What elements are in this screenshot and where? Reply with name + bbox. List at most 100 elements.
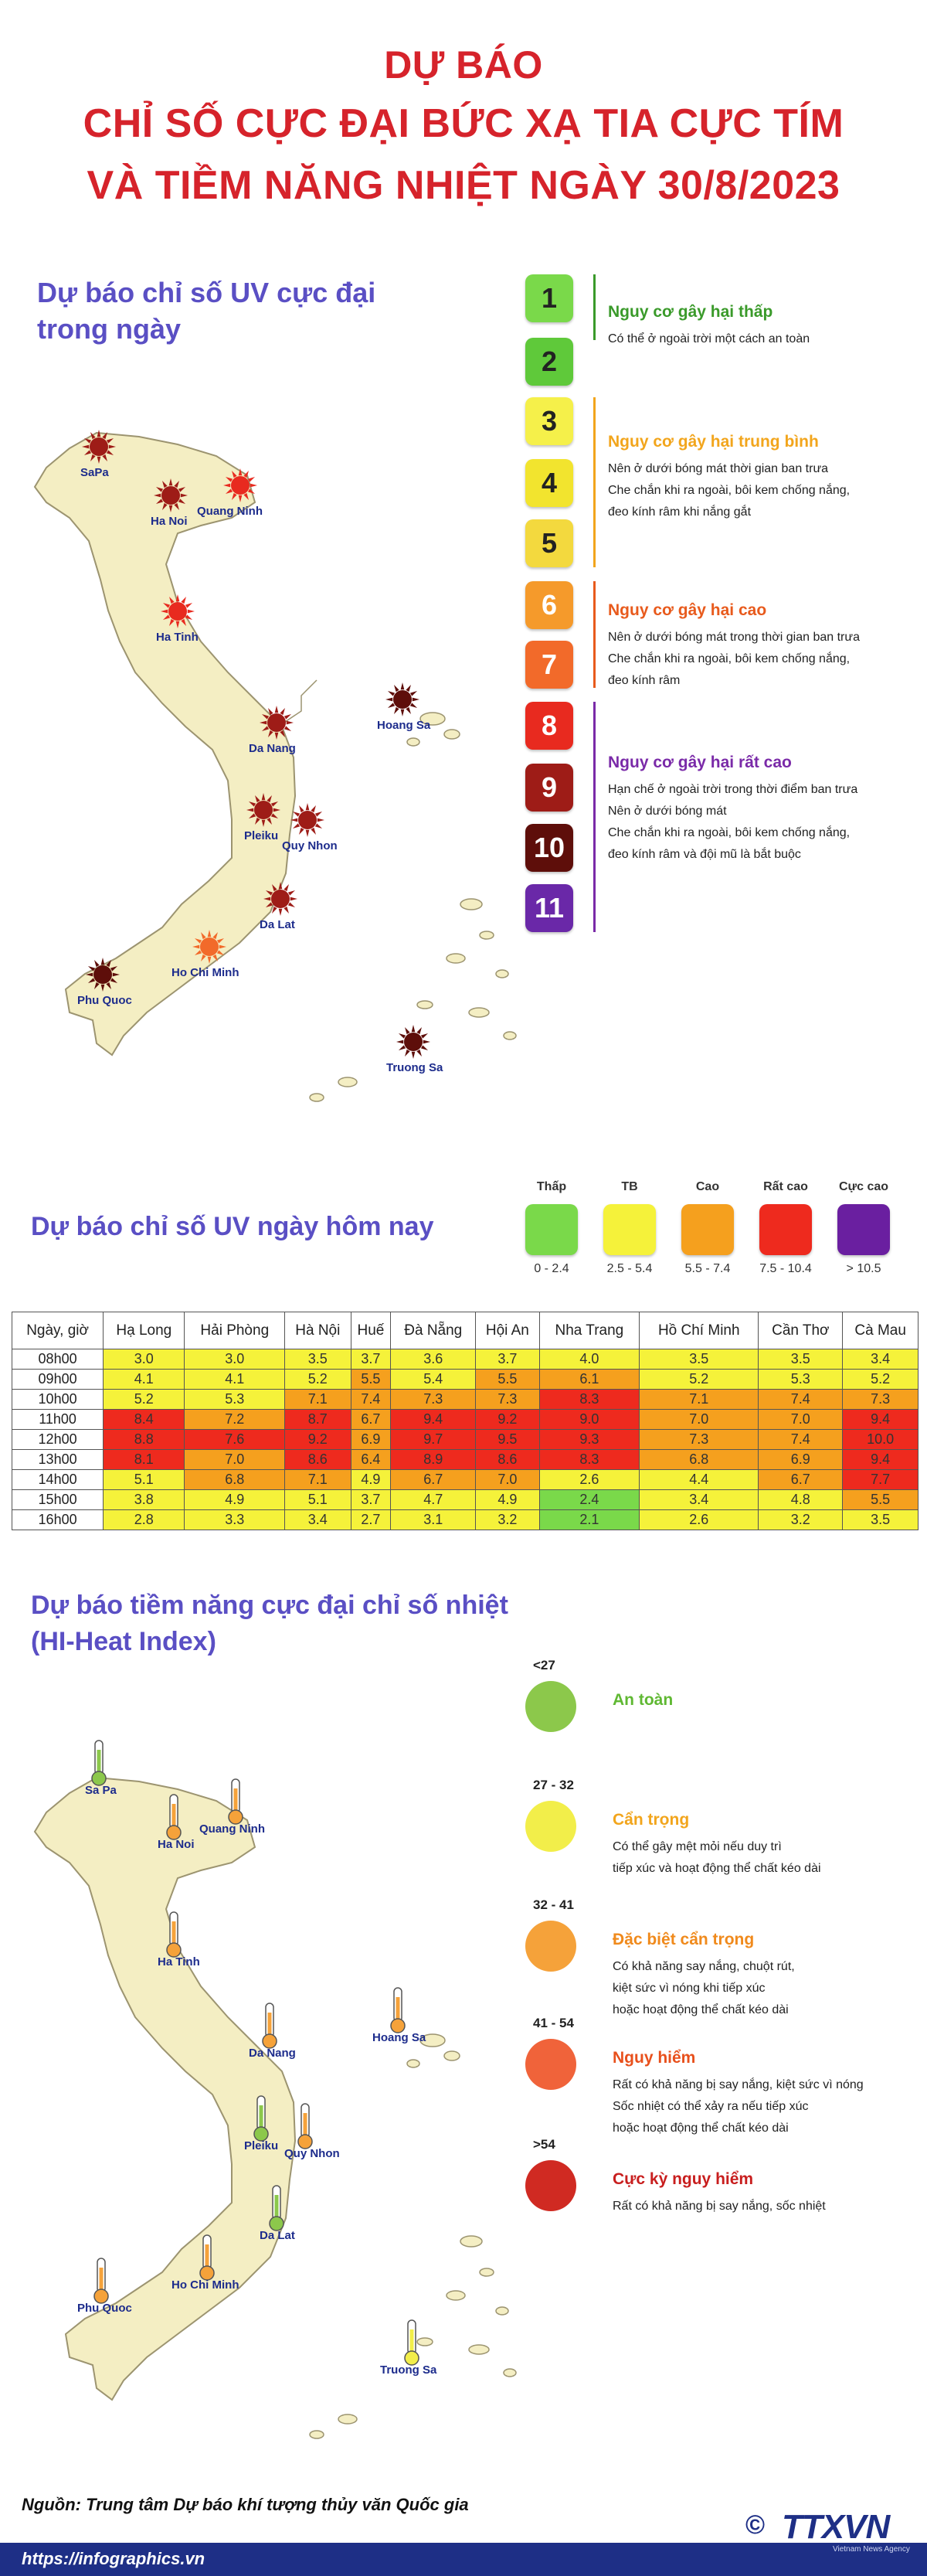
heat-city-label: Pleiku — [244, 2139, 279, 2152]
table-header-cell: Ngày, giờ — [11, 1312, 104, 1349]
uv-value-cell: 3.1 — [390, 1509, 477, 1530]
table-header-cell: Hạ Long — [103, 1312, 185, 1349]
table-header-cell: Cần Thơ — [758, 1312, 844, 1349]
uv-value-cell: 3.0 — [184, 1349, 286, 1370]
uv-city-label: Da Lat — [260, 918, 295, 931]
heat-city-label: Da Lat — [260, 2229, 295, 2242]
heat-title-line2: (HI-Heat Index) — [31, 1627, 216, 1656]
heat-city-label: Quang Ninh — [199, 1822, 265, 1836]
time-cell: 10h00 — [11, 1389, 104, 1410]
brand-logo: TTXVN — [782, 2508, 890, 2546]
uv-level-box: 2 — [525, 338, 573, 386]
uv-value-cell: 5.2 — [842, 1369, 919, 1390]
heat-level-circle — [525, 1801, 576, 1852]
uv-group-advice: đeo kính râm và đội mũ là bắt buộc — [608, 848, 801, 861]
thermometer-icon — [295, 2102, 315, 2150]
heat-level-circle — [525, 1681, 576, 1732]
uv-legend-range: 7.5 - 10.4 — [759, 1262, 812, 1275]
table-header-cell: Hội An — [475, 1312, 540, 1349]
uv-value-cell: 3.5 — [284, 1349, 351, 1370]
uv-value-cell: 8.8 — [103, 1429, 185, 1450]
table-row: 13h00 8.1 7.0 8.6 6.4 8.9 8.6 8.3 6.8 6.9 9.4 — [11, 1449, 919, 1470]
uv-group-divider — [593, 274, 596, 340]
uv-value-cell: 9.3 — [538, 1429, 640, 1450]
uv-value-cell: 3.5 — [842, 1509, 919, 1530]
uv-value-cell: 8.1 — [103, 1449, 185, 1470]
heat-city-label: Sa Pa — [85, 1784, 117, 1797]
uv-value-cell: 2.8 — [103, 1509, 185, 1530]
uv-legend-range: 2.5 - 5.4 — [606, 1262, 653, 1275]
uv-value-cell: 5.5 — [475, 1369, 540, 1390]
site-link[interactable]: https://infographics.vn — [22, 2549, 205, 2568]
uv-level-box: 3 — [525, 397, 573, 445]
uv-value-cell: 3.4 — [284, 1509, 351, 1530]
uv-legend-label: Rất cao — [763, 1180, 808, 1193]
uv-value-cell: 3.2 — [758, 1509, 844, 1530]
uv-value-cell: 3.8 — [103, 1489, 185, 1510]
time-cell: 09h00 — [11, 1369, 104, 1390]
uv-value-cell: 5.2 — [284, 1369, 351, 1390]
source-note: Nguồn: Trung tâm Dự báo khí tượng thủy v… — [22, 2495, 469, 2514]
uv-city-label: Pleiku — [244, 829, 279, 842]
uv-level-box: 1 — [525, 274, 573, 322]
uv-value-cell: 8.6 — [475, 1449, 540, 1470]
uv-city-label: Ha Noi — [151, 515, 188, 528]
uv-value-cell: 10.0 — [842, 1429, 919, 1450]
uv-value-cell: 8.3 — [538, 1449, 640, 1470]
uv-value-cell: 7.0 — [758, 1409, 844, 1430]
uv-value-cell: 6.9 — [758, 1449, 844, 1470]
uv-value-cell: 7.3 — [842, 1389, 919, 1410]
thermometer-icon — [226, 1778, 246, 1826]
table-row: 16h00 2.8 3.3 3.4 2.7 3.1 3.2 2.1 2.6 3.2 3.5 — [11, 1509, 919, 1530]
uv-map-title-line2: trong ngày — [37, 313, 181, 345]
heat-range-label: 27 - 32 — [533, 1778, 574, 1792]
uv-level-box: 7 — [525, 641, 573, 689]
heat-level-title: Cực kỳ nguy hiểm — [613, 2170, 754, 2188]
uv-value-cell: 6.7 — [350, 1409, 392, 1430]
heat-level-advice: hoặc hoạt động thể chất kéo dài — [613, 2003, 789, 2016]
heat-level-advice: tiếp xúc và hoạt động thể chất kéo dài — [613, 1862, 821, 1875]
uv-map-title-line1: Dự báo chỉ số UV cực đại — [37, 277, 376, 308]
heat-range-label: <27 — [533, 1658, 555, 1673]
uv-sun-icon — [290, 802, 325, 838]
uv-legend-label: Cực cao — [838, 1180, 889, 1193]
table-row: 12h00 8.8 7.6 9.2 6.9 9.7 9.5 9.3 7.3 7.4 10.0 — [11, 1429, 919, 1450]
uv-value-cell: 3.2 — [475, 1509, 540, 1530]
uv-value-cell: 9.4 — [842, 1449, 919, 1470]
uv-level-box: 9 — [525, 764, 573, 812]
uv-value-cell: 7.0 — [184, 1449, 286, 1470]
uv-city-label: Phu Quoc — [77, 994, 132, 1007]
page-title-line3: VÀ TIỀM NĂNG NHIỆT NGÀY 30/8/2023 — [87, 163, 840, 208]
uv-group-title: Nguy cơ gây hại cao — [608, 601, 767, 619]
uv-sun-icon — [81, 429, 117, 464]
uv-group-divider — [593, 702, 596, 932]
uv-value-cell: 5.5 — [350, 1369, 392, 1390]
table-row: 10h00 5.2 5.3 7.1 7.4 7.3 7.3 8.3 7.1 7.4 7.3 — [11, 1389, 919, 1410]
uv-value-cell: 8.3 — [538, 1389, 640, 1410]
heat-range-label: 41 - 54 — [533, 2016, 574, 2030]
uv-value-cell: 3.3 — [184, 1509, 286, 1530]
uv-level-box: 5 — [525, 519, 573, 567]
uv-value-cell: 7.1 — [284, 1389, 351, 1410]
heat-level-advice: Rất có khả năng bị say nắng, kiệt sức vì… — [613, 2078, 864, 2091]
heat-title-line1: Dự báo tiềm năng cực đại chỉ số nhiệt — [31, 1591, 508, 1620]
uv-value-cell: 9.7 — [390, 1429, 477, 1450]
page-title-line1: DỰ BÁO — [384, 43, 543, 87]
uv-value-cell: 4.4 — [639, 1469, 759, 1490]
uv-legend-range: 5.5 - 7.4 — [684, 1262, 731, 1275]
table-header-cell: Hà Nội — [284, 1312, 351, 1349]
uv-level-box: 10 — [525, 824, 573, 872]
uv-sun-icon — [396, 1024, 431, 1060]
uv-sun-icon — [222, 468, 258, 503]
uv-group-divider — [593, 397, 596, 567]
time-cell: 12h00 — [11, 1429, 104, 1450]
uv-legend-label: Thấp — [536, 1180, 567, 1193]
uv-value-cell: 6.8 — [184, 1469, 286, 1490]
uv-value-cell: 9.0 — [538, 1409, 640, 1430]
uv-value-cell: 3.4 — [842, 1349, 919, 1370]
heat-level-advice: Sốc nhiệt có thể xảy ra nếu tiếp xúc — [613, 2100, 809, 2113]
uv-level-box: 11 — [525, 884, 573, 932]
time-cell: 08h00 — [11, 1349, 104, 1370]
uv-value-cell: 3.0 — [103, 1349, 185, 1370]
uv-group-divider — [593, 581, 596, 688]
